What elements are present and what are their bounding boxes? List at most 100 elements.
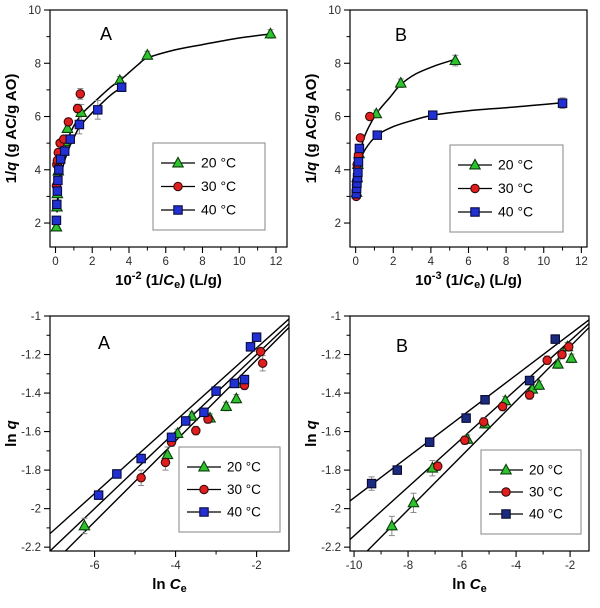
panel-bottom-left: -6 -4 -2 -1 -1.2 -1.4 -1.6 -1.8 -2 -2.2 ln Ce ln q 2… — [0, 304, 300, 608]
data-point-circle — [355, 133, 366, 143]
y-tick-label: 6 — [35, 112, 41, 124]
legend-label: 40 °C — [201, 202, 236, 218]
legend-marker-circle — [173, 181, 183, 192]
plot-frame — [349, 315, 590, 552]
x-axis-title: 10-3 (1/Ce) (L/g) — [415, 270, 522, 291]
x-tick-label: 10 — [233, 256, 246, 268]
y-tick-label: 8 — [35, 58, 41, 70]
legend-label: 20 °C — [529, 463, 563, 478]
x-tick-label: -4 — [170, 560, 181, 572]
y-tick-label: -1.4 — [321, 388, 341, 400]
data-point-square — [52, 199, 62, 210]
data-point-triangle — [385, 519, 398, 531]
y-tick-label: 2 — [35, 218, 41, 230]
data-point-square — [461, 413, 471, 423]
y-tick-label: -2 — [31, 504, 41, 516]
y-axis-title-text: 1/q (g AC/g AO) — [3, 74, 20, 184]
y-tick-label: -1.2 — [21, 350, 41, 362]
data-point-square — [54, 165, 64, 175]
data-point-square — [372, 130, 383, 140]
data-point-square — [136, 453, 146, 464]
data-point-circle — [63, 117, 74, 127]
data-point-circle — [75, 89, 86, 99]
x-tick-label: -4 — [511, 560, 522, 572]
x-axis-title-text: ln Ce — [452, 576, 486, 595]
data-point-square — [480, 395, 490, 405]
y-tick-label: -2.2 — [321, 542, 341, 554]
x-tick-label: -8 — [403, 560, 413, 572]
data-point-square — [59, 146, 70, 156]
data-point-triangle — [220, 399, 233, 411]
data-point-circle — [542, 355, 552, 366]
x-axis-title-text: 10-2 (1/Ce) (L/g) — [115, 270, 222, 291]
y-tick-label: 4 — [335, 165, 342, 177]
x-tick-label: 0 — [352, 256, 358, 268]
data-point-circle — [191, 425, 201, 436]
y-axis-title-text: 1/q (g AC/g AO) — [303, 74, 320, 184]
legend-label: 40 °C — [529, 507, 563, 522]
x-axis-title: ln Ce — [452, 576, 486, 595]
x-tick-label: 8 — [199, 256, 205, 268]
data-point-circle — [160, 457, 171, 468]
y-tick-label: -1.6 — [21, 427, 41, 439]
y-tick-label: -1.8 — [321, 465, 341, 477]
data-point-square — [229, 378, 240, 389]
panel-top-left: 0 2 4 6 8 10 12 2 4 6 8 10 10-2 (1/Ce) (L/g) 1/q (g A… — [0, 0, 300, 304]
legend-label: 30 °C — [201, 178, 236, 194]
series-40c — [366, 334, 560, 489]
x-tick-label: 2 — [89, 256, 95, 268]
data-point-square — [353, 167, 363, 178]
data-point-square — [424, 437, 435, 447]
data-point-triangle — [61, 121, 74, 133]
legend-label: 20 °C — [498, 157, 533, 173]
x-tick-label: -2 — [251, 560, 261, 572]
data-point-square — [55, 154, 66, 164]
y-tick-label: -2.2 — [21, 542, 41, 554]
x-tick-label: 8 — [503, 256, 509, 268]
fit-40C — [50, 318, 289, 535]
x-tick-label: 10 — [537, 256, 550, 268]
data-point-square — [353, 157, 364, 167]
data-point-circle — [478, 417, 489, 427]
panel-letter-text: B — [396, 336, 408, 356]
data-point-circle — [72, 103, 83, 114]
data-point-square — [428, 110, 438, 120]
data-point-circle — [257, 358, 268, 368]
plot-frame — [49, 315, 290, 552]
data-point-square — [53, 175, 63, 186]
y-tick-label: -1.2 — [321, 350, 341, 362]
x-tick-label: -10 — [346, 560, 363, 572]
y-axis-title: ln q — [3, 420, 20, 447]
y-axis: 2 4 6 8 10 — [328, 5, 350, 230]
legend: 20 °C 30 °C 40 °C — [480, 449, 582, 535]
y-tick-label: -1 — [31, 311, 41, 323]
data-point-circle — [524, 390, 535, 400]
y-tick-label: 10 — [28, 5, 41, 17]
data-point-square — [93, 105, 103, 115]
legend: 20 °C 30 °C 40 °C — [449, 144, 564, 233]
y-axis-title-text: ln q — [303, 420, 320, 447]
legend-marker-triangle — [499, 463, 513, 475]
x-axis: 0 2 4 6 8 10 12 — [52, 247, 282, 268]
legend-marker-circle — [199, 484, 209, 495]
data-point-triangle — [407, 496, 420, 508]
y-tick-label: 2 — [335, 218, 341, 230]
legend-label: 40 °C — [227, 505, 261, 520]
x-tick-label: -6 — [89, 560, 99, 572]
x-tick-label: 0 — [52, 256, 58, 268]
data-point-square — [366, 478, 377, 489]
data-point-triangle — [264, 27, 277, 39]
chart-1q-vs-1Ce-panel-a: 0 2 4 6 8 10 12 2 4 6 8 10 10-2 (1/Ce) (L/g) 1/q (g A… — [3, 5, 288, 291]
x-axis: -6 -4 -2 — [89, 551, 262, 572]
x-axis: -10 -8 -6 -4 -2 — [346, 551, 575, 572]
data-point-square — [524, 375, 535, 386]
data-point-circle — [365, 111, 375, 122]
data-point-square — [116, 82, 127, 92]
y-axis-title-text: ln q — [3, 420, 20, 447]
legend-marker-square — [199, 507, 209, 517]
x-tick-label: 4 — [126, 256, 133, 268]
data-point-triangle — [394, 76, 407, 88]
data-point-square — [550, 334, 560, 344]
data-point-square — [251, 332, 262, 342]
panel-letter-text: A — [100, 24, 112, 44]
